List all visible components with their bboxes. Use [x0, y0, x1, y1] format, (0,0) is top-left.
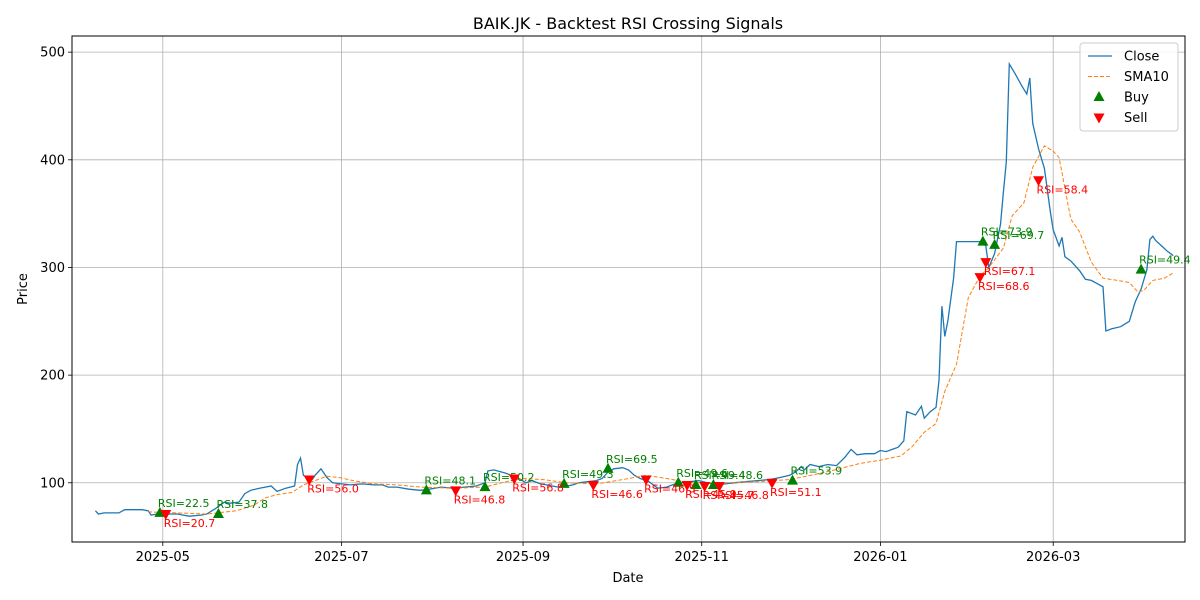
buy-annotation: RSI=49.3: [562, 468, 614, 481]
legend-label: Buy: [1124, 91, 1149, 106]
legend-buy-swatch: [1093, 91, 1105, 101]
sell-annotation: RSI=68.6: [978, 280, 1030, 293]
sell-marker: [587, 480, 599, 491]
x-tick-label: 2026-03: [1026, 550, 1080, 565]
sell-marker: [974, 273, 986, 284]
signal-markers: RSI=22.5 RSI=37.8 RSI=48.1 RSI=50.2 RSI=49.3…: [154, 176, 1191, 530]
sell-annotation: RSI=46.8: [717, 489, 769, 502]
buy-marker: [989, 238, 1001, 249]
y-tick-label: 300: [40, 261, 65, 276]
buy-marker: [479, 481, 491, 492]
buy-marker: [672, 476, 684, 487]
sell-annotation: RSI=56.0: [307, 483, 359, 496]
buy-annotation: RSI=49.6: [676, 467, 728, 480]
sell-marker: [1033, 176, 1045, 187]
y-axis: 100 200 300 400 500: [40, 46, 72, 491]
buy-annotation: RSI=37.8: [216, 498, 268, 511]
x-axis: 2025-05 2025-07 2025-09 2025-11 2026-01 2026-…: [136, 542, 1080, 565]
legend-label: Sell: [1124, 111, 1147, 126]
buy-marker: [602, 462, 614, 473]
buy-marker: [420, 484, 432, 495]
x-tick-label: 2025-07: [314, 550, 368, 565]
legend-sell-swatch: [1093, 113, 1105, 124]
buy-marker: [212, 508, 224, 519]
buy-annotation: RSI=50.2: [483, 471, 535, 484]
y-tick-label: 100: [40, 476, 65, 491]
buy-marker: [977, 235, 989, 246]
sell-annotation: RSI=20.7: [164, 517, 216, 530]
legend-box: [1079, 42, 1179, 132]
sell-annotation: RSI=46.8: [454, 493, 506, 506]
buy-marker: [787, 474, 799, 485]
sell-marker: [303, 475, 315, 486]
buy-marker: [558, 477, 570, 488]
legend-label: SMA10: [1124, 70, 1169, 85]
sell-marker: [508, 474, 520, 485]
buy-annotation: RSI=69.5: [606, 453, 658, 466]
sell-annotation: RSI=56.8: [512, 481, 564, 494]
y-tick-label: 400: [40, 153, 65, 168]
legend-label: Close: [1124, 50, 1159, 65]
x-tick-label: 2026-01: [853, 550, 907, 565]
buy-marker: [690, 478, 702, 489]
buy-marker: [707, 478, 719, 489]
y-tick-label: 500: [40, 46, 65, 61]
sell-marker: [640, 475, 652, 486]
buy-annotation: RSI=48.6: [711, 469, 763, 482]
sell-marker: [681, 480, 693, 491]
sell-marker: [450, 486, 462, 497]
buy-annotation: RSI=22.5: [158, 497, 210, 510]
sell-annotation: RSI=45.7: [703, 489, 755, 502]
plot-frame: [71, 35, 1186, 543]
sell-annotation: RSI=67.1: [984, 265, 1036, 278]
y-axis-label: Price: [16, 273, 31, 305]
x-axis-label: Date: [612, 571, 643, 586]
buy-annotation: RSI=73.9: [981, 226, 1033, 239]
sell-annotation: RSI=46.5: [644, 483, 696, 496]
legend: Close SMA10 Buy Sell: [1079, 42, 1179, 132]
sell-marker: [699, 482, 711, 493]
sell-marker: [766, 478, 778, 489]
buy-annotation: RSI=53.9: [791, 465, 843, 478]
x-tick-label: 2025-11: [675, 550, 729, 565]
sell-marker: [160, 510, 172, 521]
sell-marker: [713, 482, 725, 493]
buy-annotation: RSI=49.4: [694, 469, 746, 482]
y-tick-label: 200: [40, 369, 65, 384]
sell-annotation: RSI=51.1: [770, 486, 822, 499]
buy-marker: [1135, 263, 1147, 274]
x-tick-label: 2025-05: [136, 550, 190, 565]
buy-annotation: RSI=49.4: [1139, 254, 1191, 267]
buy-annotation: RSI=69.7: [993, 229, 1045, 242]
sell-marker: [980, 258, 992, 269]
sell-annotation: RSI=46.6: [591, 488, 643, 501]
plot-area: RSI=22.5 RSI=37.8 RSI=48.1 RSI=50.2 RSI=49.3…: [94, 61, 1191, 530]
sell-annotation: RSI=45.9: [685, 488, 737, 501]
buy-annotation: RSI=48.1: [424, 474, 476, 487]
grid: [72, 36, 1185, 542]
chart-title: BAIK.JK - Backtest RSI Crossing Signals: [473, 14, 783, 33]
sma10-line: [148, 145, 1174, 515]
sell-annotation: RSI=58.4: [1037, 183, 1089, 196]
buy-marker: [154, 506, 166, 517]
x-tick-label: 2025-09: [496, 550, 550, 565]
